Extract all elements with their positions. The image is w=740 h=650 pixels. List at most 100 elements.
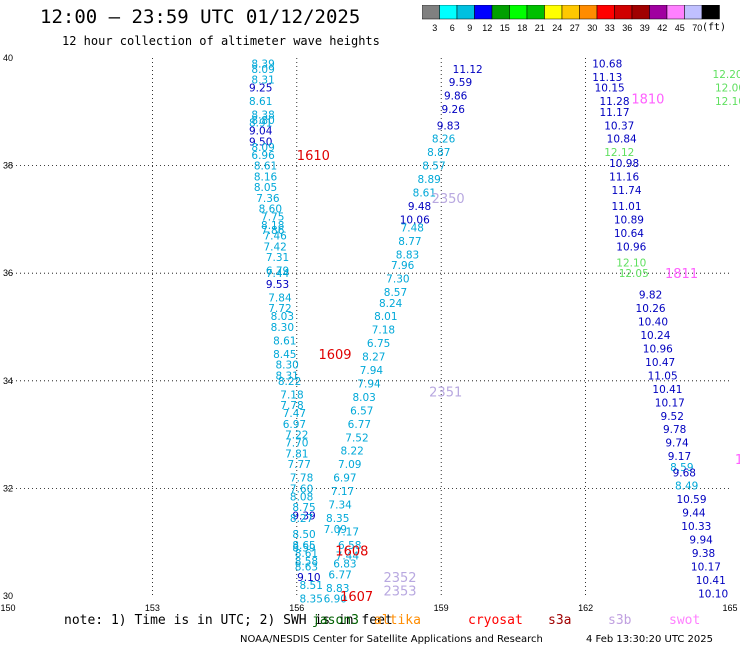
- wave-height-value: 10.89: [614, 214, 644, 226]
- wave-height-value: 11.13: [592, 72, 622, 84]
- pass-label: 2352: [383, 571, 416, 586]
- wave-height-value: 10.64: [614, 228, 644, 240]
- chart-title: 12:00 – 23:59 UTC 01/12/2025: [40, 6, 361, 28]
- wave-height-value: 8.03: [271, 311, 294, 323]
- legend-bin-label: 24: [552, 23, 562, 33]
- wave-height-value: 7.36: [256, 193, 280, 205]
- wave-height-value: 9.53: [266, 279, 289, 291]
- legend-bin-label: 39: [640, 23, 650, 33]
- wave-height-value: 7.44: [266, 268, 290, 280]
- wave-height-value: 7.34: [328, 500, 352, 512]
- legend-bin-label: 9: [467, 23, 472, 33]
- pass-label: 2351: [429, 386, 462, 401]
- chart-subtitle: 12 hour collection of altimeter wave hei…: [62, 34, 380, 48]
- wave-height-value: 7.44: [336, 551, 360, 563]
- wave-height-value: 9.10: [297, 572, 320, 584]
- x-tick-label: 159: [434, 603, 449, 612]
- wave-height-value: 12.10: [616, 257, 646, 269]
- wave-height-value: 6.77: [328, 569, 351, 581]
- wave-height-value: 7.70: [285, 438, 308, 450]
- legend-bin-label: 36: [622, 23, 632, 33]
- wave-height-value: 8.60: [259, 204, 282, 216]
- wave-height-value: 7.46: [263, 231, 287, 243]
- wave-height-value: 8.50: [292, 529, 315, 541]
- wave-height-value: 8.30: [275, 360, 298, 372]
- wave-height-value: 9.94: [689, 535, 713, 547]
- legend-bin-label: 15: [500, 23, 510, 33]
- wave-height-value: 7.18: [280, 389, 303, 401]
- legend-bin-label: 42: [657, 23, 667, 33]
- legend-swatch: [701, 5, 720, 20]
- wave-height-value: 9.86: [444, 91, 468, 103]
- wave-height-value: 7.48: [401, 222, 424, 234]
- wave-height-value: 8.22: [278, 376, 301, 388]
- wave-height-value: 7.86: [261, 225, 285, 237]
- wave-height-value: 10.96: [643, 344, 673, 356]
- wave-height-value: 11.05: [648, 370, 678, 382]
- wave-height-value: 8.58: [295, 556, 318, 568]
- wave-height-value: 10.24: [640, 330, 670, 342]
- wave-height-value: 7.52: [345, 432, 368, 444]
- pass-label: 2350: [432, 192, 465, 207]
- wave-height-value: 8.91: [249, 118, 272, 130]
- wave-height-value: 10.96: [616, 241, 646, 253]
- pass-label: 18: [735, 453, 740, 468]
- wave-height-value: 10.15: [595, 83, 625, 95]
- wave-height-value: 9.50: [249, 136, 272, 148]
- wave-height-value: 6.97: [283, 419, 306, 431]
- wave-height-value: 11.28: [599, 96, 629, 108]
- wave-height-value: 10.41: [696, 575, 726, 587]
- wave-height-value: 7.17: [336, 526, 359, 538]
- wave-height-value: 6.83: [333, 559, 356, 571]
- wave-height-value: 12.12: [604, 147, 634, 159]
- wave-height-value: 8.16: [254, 171, 278, 183]
- wave-height-value: 7.30: [386, 274, 409, 286]
- y-tick-label: 34: [3, 376, 13, 386]
- wave-height-value: 10.68: [592, 58, 622, 70]
- satellite-name-altika: altika: [374, 613, 421, 628]
- wave-height-value: 8.05: [254, 182, 277, 194]
- x-tick-label: 162: [578, 603, 593, 612]
- x-tick-label: 156: [289, 603, 304, 612]
- altimeter-plot: 150 153 156 159 162 1653032343638408.398.098.…: [0, 53, 740, 612]
- wave-height-value: 7.18: [372, 325, 395, 337]
- wave-height-value: 6.77: [348, 419, 371, 431]
- wave-height-value: 8.51: [300, 580, 323, 592]
- wave-height-value: 10.17: [655, 397, 685, 409]
- wave-height-value: 10.40: [638, 317, 668, 329]
- legend-bin-label: 70: [692, 23, 702, 33]
- wave-height-value: 10.10: [698, 588, 728, 600]
- wave-height-value: 12.00: [715, 83, 740, 95]
- wave-height-value: 6.58: [338, 540, 361, 552]
- wave-height-value: 8.61: [295, 548, 318, 560]
- pass-label: 1610: [297, 149, 330, 164]
- wave-height-value: 7.22: [285, 430, 308, 442]
- wave-height-value: 11.01: [611, 201, 641, 213]
- wave-height-value: 8.03: [352, 392, 375, 404]
- wave-height-value: 8.08: [290, 491, 313, 503]
- wave-height-value: 8.61: [413, 188, 436, 200]
- pass-label: 1609: [318, 348, 351, 363]
- wave-height-value: 6.75: [367, 338, 390, 350]
- wave-height-value: 10.84: [607, 134, 637, 146]
- wave-height-value: 7.94: [357, 378, 381, 390]
- wave-height-value: 7.78: [290, 473, 313, 485]
- wave-height-value: 7.84: [268, 292, 292, 304]
- satellite-name-s3a: s3a: [548, 613, 572, 628]
- wave-height-value: 9.74: [665, 438, 689, 450]
- legend-unit: (ft): [702, 22, 727, 33]
- wave-height-value: 10.17: [691, 561, 721, 573]
- wave-height-value: 8.31: [275, 370, 298, 382]
- wave-height-value: 8.31: [251, 75, 274, 87]
- wave-height-value: 7.77: [288, 459, 311, 471]
- wave-height-value: 7.94: [360, 365, 384, 377]
- legend-bin-label: 21: [535, 23, 545, 33]
- wave-height-value: 8.09: [251, 142, 274, 154]
- pass-label: 1607: [340, 590, 373, 605]
- wave-height-value: 8.09: [251, 64, 274, 76]
- x-tick-label: 150: [0, 603, 15, 612]
- wave-height-value: 7.78: [280, 400, 303, 412]
- wave-height-value: 7.81: [285, 448, 308, 460]
- wave-height-value: 10.26: [636, 303, 666, 315]
- legend-bin-label: 3: [432, 23, 437, 33]
